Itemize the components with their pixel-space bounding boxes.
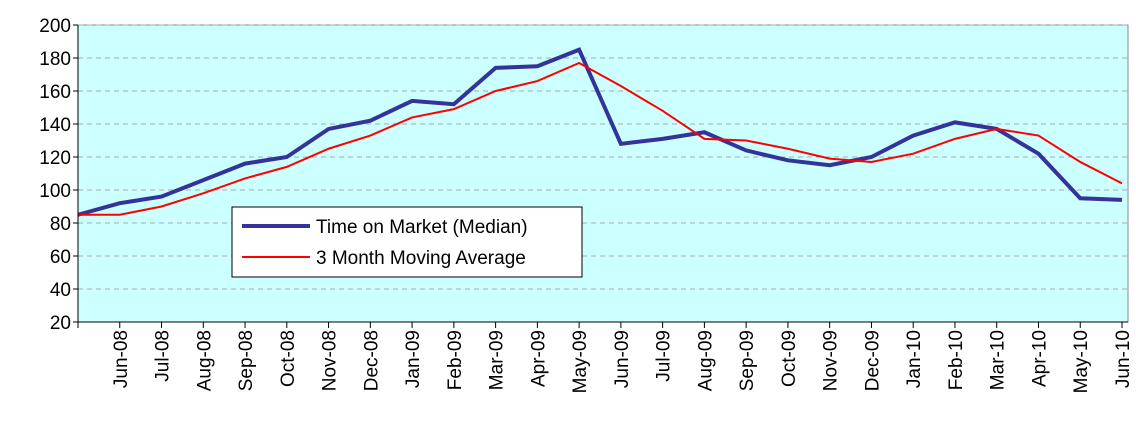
x-tick-label: Sep-09 — [737, 330, 758, 391]
x-tick-label: Oct-08 — [278, 330, 299, 387]
y-tick-label: 80 — [50, 214, 71, 235]
x-tick-label: Jul-09 — [654, 330, 675, 382]
x-tick-label: Jun-10 — [1113, 330, 1134, 388]
x-tick-label: Mar-10 — [988, 330, 1009, 390]
x-tick-label: Nov-08 — [320, 330, 341, 391]
y-tick-label: 200 — [39, 16, 71, 37]
x-tick-label: May-10 — [1071, 330, 1092, 393]
y-tick-label: 140 — [39, 115, 71, 136]
x-tick-label: Nov-09 — [821, 330, 842, 391]
legend-label: 3 Month Moving Average — [316, 248, 526, 269]
x-tick-label: Apr-09 — [528, 330, 549, 387]
legend: Time on Market (Median) 3 Month Moving Av… — [231, 206, 583, 278]
x-tick-label: Sep-08 — [236, 330, 257, 391]
legend-label: Time on Market (Median) — [316, 217, 528, 238]
x-tick-label: Apr-10 — [1029, 330, 1050, 387]
x-tick-label: Jun-08 — [111, 330, 132, 388]
y-tick-label: 40 — [50, 280, 71, 301]
x-tick-label: Aug-08 — [194, 330, 215, 391]
x-tick-label: Mar-09 — [487, 330, 508, 390]
x-tick-label: Feb-10 — [946, 330, 967, 390]
x-tick-label: May-09 — [570, 330, 591, 393]
x-tick-label: Jan-09 — [403, 330, 424, 388]
y-tick-label: 20 — [50, 313, 71, 334]
x-tick-label: Dec-08 — [361, 330, 382, 391]
y-tick-label: 60 — [50, 247, 71, 268]
x-tick-label: Dec-09 — [862, 330, 883, 391]
y-tick-label: 180 — [39, 49, 71, 70]
y-tick-label: 100 — [39, 181, 71, 202]
legend-box — [231, 206, 583, 278]
y-tick-label: 160 — [39, 82, 71, 103]
x-tick-label: Feb-09 — [445, 330, 466, 390]
series-line — [77, 47, 1123, 217]
y-tick-label: 120 — [39, 148, 71, 169]
x-tick-label: Jun-09 — [612, 330, 633, 388]
x-tick-label: Jul-08 — [153, 330, 174, 382]
x-tick-label: Oct-09 — [779, 330, 800, 387]
series-line — [78, 61, 1123, 216]
x-tick-label: Jan-10 — [904, 330, 925, 388]
x-tick-label: Aug-09 — [695, 330, 716, 391]
